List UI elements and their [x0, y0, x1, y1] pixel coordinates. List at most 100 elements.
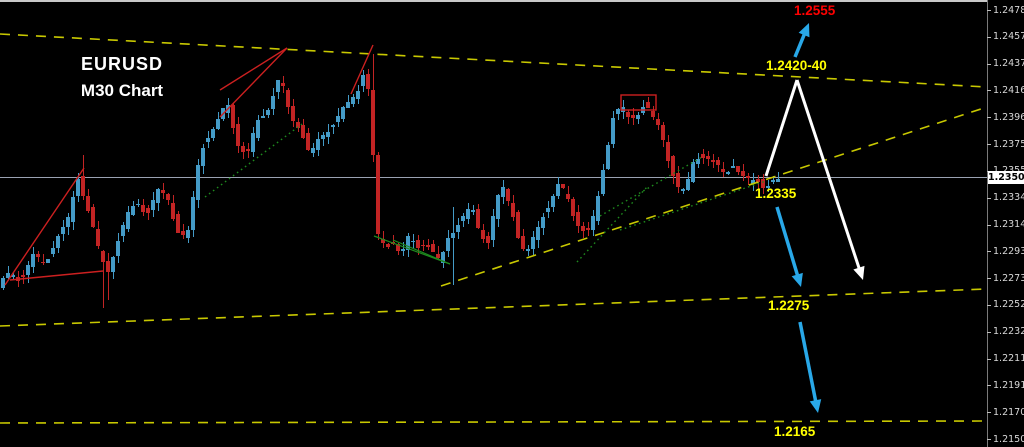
candle-body	[81, 175, 85, 197]
candle-body	[551, 196, 555, 208]
candle-body	[746, 175, 750, 179]
candle-body	[31, 254, 35, 267]
candle-body	[171, 202, 175, 220]
candle-body	[381, 238, 385, 244]
candle-body	[371, 89, 375, 156]
candle-body	[326, 131, 330, 137]
candle-body	[606, 144, 610, 169]
axis-tick	[987, 304, 991, 306]
candle-body	[491, 215, 495, 240]
target-label: 1.2420-40	[766, 58, 827, 73]
candle-wick	[107, 253, 109, 301]
candle-body	[501, 187, 505, 197]
candle-body	[201, 147, 205, 167]
candle-wick	[332, 124, 334, 134]
candle-body	[76, 178, 80, 197]
candle-body	[706, 156, 710, 159]
candle-body	[386, 244, 390, 247]
candle-body	[721, 169, 725, 172]
candle-body	[461, 215, 465, 221]
candle-body	[676, 173, 680, 187]
axis-tick	[987, 36, 991, 38]
candle-body	[141, 205, 145, 212]
candle-body	[226, 105, 230, 114]
candle-body	[621, 107, 625, 112]
candle-body	[221, 107, 225, 120]
axis-tick	[987, 358, 991, 360]
candle-body	[661, 125, 665, 140]
candle-body	[411, 240, 415, 243]
candle-body	[416, 239, 420, 248]
candle-body	[261, 116, 265, 119]
candle-body	[571, 198, 575, 216]
candle-body	[586, 228, 590, 230]
candle-body	[641, 106, 645, 113]
axis-price-label: 1.23140	[993, 219, 1024, 230]
axis-price-label: 1.22935	[993, 245, 1024, 257]
candle-body	[6, 273, 10, 278]
candle-body	[191, 196, 195, 230]
candle-body	[26, 265, 30, 276]
candle-body	[726, 172, 730, 174]
axis-price-label: 1.22320	[993, 326, 1024, 338]
candle-body	[271, 95, 275, 110]
candle-body	[316, 138, 320, 151]
candle-body	[596, 195, 600, 222]
candle-body	[561, 184, 565, 189]
candle-body	[121, 225, 125, 237]
candle-body	[36, 253, 40, 257]
candle-body	[21, 275, 25, 277]
candle-body	[441, 252, 445, 263]
candle-body	[686, 179, 690, 190]
candle-body	[296, 121, 300, 128]
candle-body	[361, 75, 365, 86]
window-top-border	[0, 0, 987, 2]
candle-body	[396, 244, 400, 252]
candle-body	[421, 244, 425, 247]
candle-body	[211, 129, 215, 138]
candle-body	[306, 133, 310, 150]
price-axis[interactable]: 1.24780 1.24575 1.24370 1.24165 1.23960 1.237…	[987, 0, 1024, 447]
candle-body	[696, 159, 700, 164]
candle-body	[131, 205, 135, 216]
candle-body	[401, 249, 405, 251]
candle-body	[236, 123, 240, 146]
candle-body	[536, 226, 540, 241]
candle-body	[636, 115, 640, 119]
axis-price-label: 1.23755	[993, 138, 1024, 150]
candle-body	[61, 226, 65, 235]
candle-body	[681, 189, 685, 191]
axis-price-label: 1.22525	[993, 299, 1024, 311]
target-label: 1.2555	[794, 3, 836, 18]
candle-body	[356, 91, 360, 99]
axis-price-label: 1.23550	[993, 165, 1024, 176]
current-price-value: 1.23505	[988, 172, 1024, 183]
candle-body	[451, 233, 455, 238]
candle-body	[71, 197, 75, 223]
axis-tick	[987, 412, 991, 414]
candle-body	[741, 171, 745, 176]
candle-wick	[322, 131, 324, 147]
candle-body	[246, 149, 250, 152]
candle-body	[116, 240, 120, 256]
candle-body	[516, 212, 520, 238]
candle-body	[376, 154, 380, 234]
chart-plot-area[interactable]: EURUSD M30 Chart 1.2555 1.2420-40 1.2335 1.…	[0, 0, 987, 447]
candle-body	[511, 202, 515, 218]
candle-body	[691, 161, 695, 182]
candle-body	[151, 199, 155, 210]
candle-body	[206, 138, 210, 143]
candle-body	[41, 261, 45, 264]
candle-body	[756, 179, 760, 183]
candle-body	[1, 277, 5, 289]
candle-body	[666, 142, 670, 161]
candle-body	[56, 235, 60, 249]
axis-tick	[987, 439, 991, 440]
candle-body	[166, 193, 170, 201]
candle-body	[186, 230, 190, 238]
candle-body	[436, 253, 440, 258]
candle-body	[51, 248, 55, 255]
chart-symbol-label: EURUSD	[80, 54, 163, 74]
candle-body	[736, 166, 740, 173]
axis-price-label: 1.24575	[993, 31, 1024, 43]
